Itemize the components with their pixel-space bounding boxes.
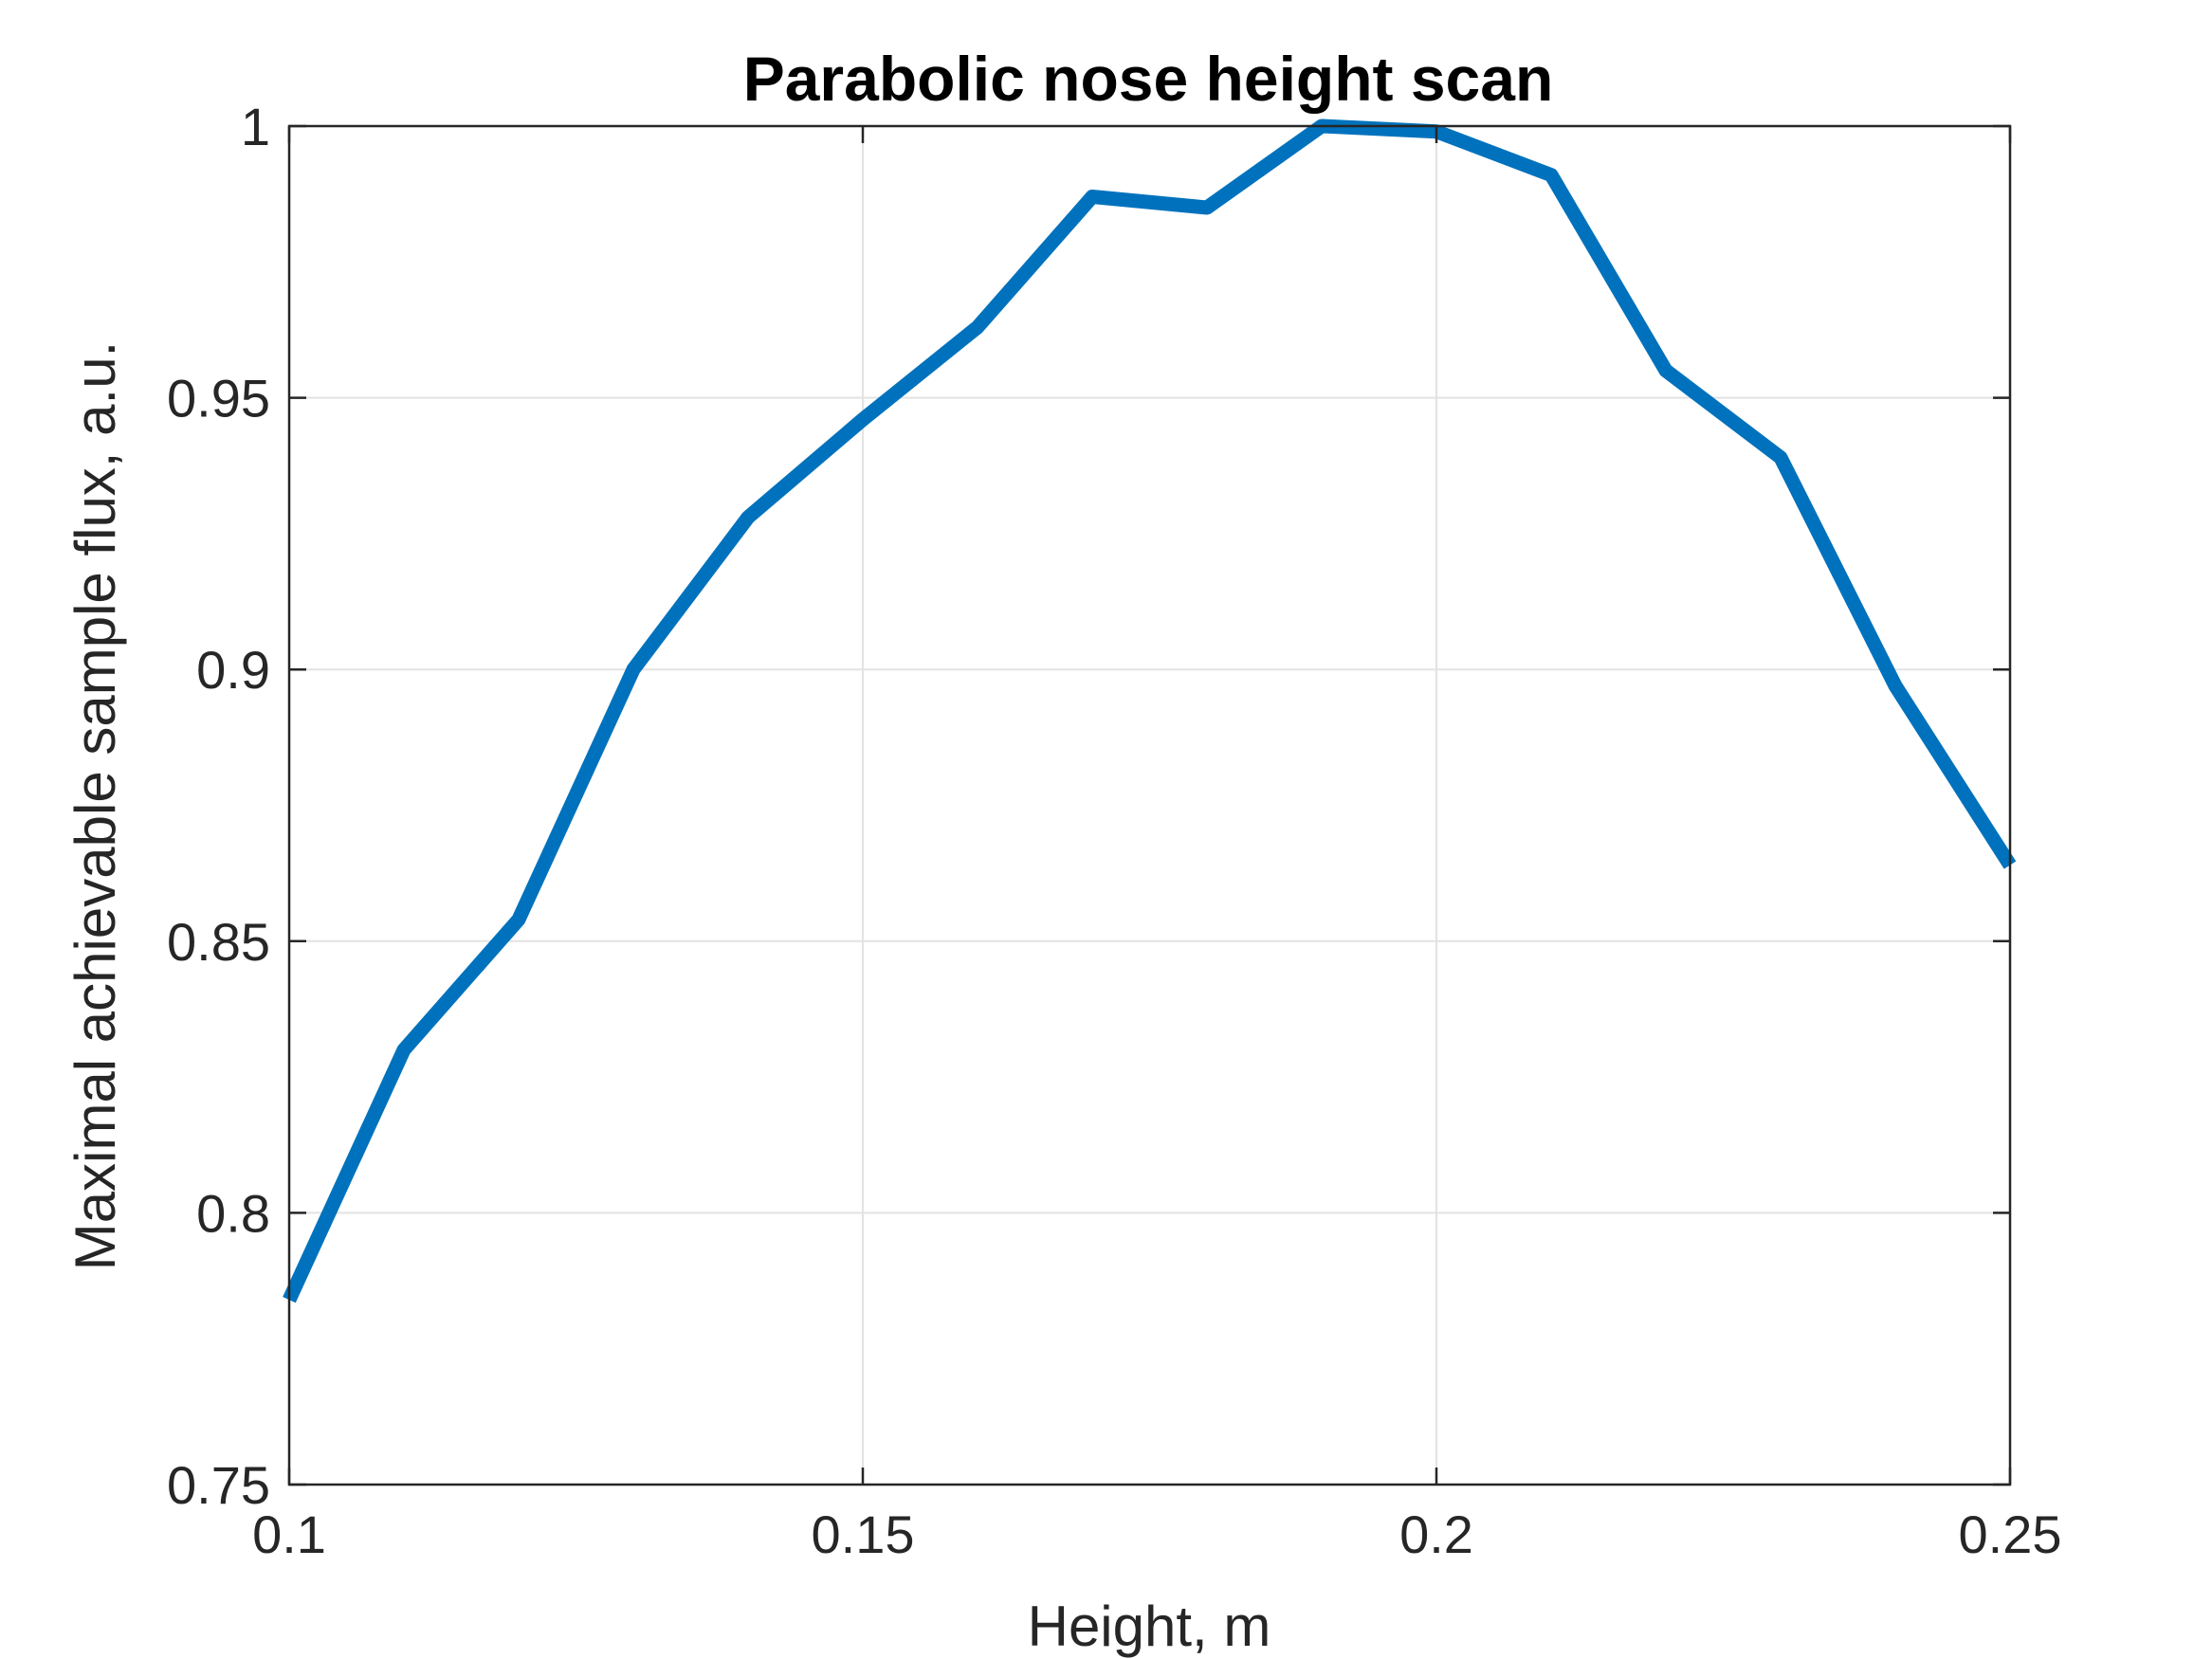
series-line [283, 118, 2017, 1304]
x-tick-label: 0.25 [1959, 1504, 2062, 1564]
y-tick-labels: 0.75 0.8 0.85 0.9 0.95 1 [167, 97, 270, 1515]
y-tick-label: 1 [241, 97, 270, 156]
axis-ticks [287, 124, 2012, 1486]
y-axis-label: Maximal achievable sample flux, a.u. [64, 341, 127, 1270]
x-tick-labels: 0.1 0.15 0.2 0.25 [252, 1504, 2061, 1564]
x-tick-label: 0.15 [812, 1504, 915, 1564]
y-tick-label: 0.75 [167, 1455, 270, 1515]
y-tick-label: 0.8 [196, 1183, 270, 1243]
grid-lines [289, 126, 2010, 1485]
y-tick-label: 0.9 [196, 640, 270, 700]
y-tick-label: 0.85 [167, 912, 270, 972]
chart-title: Parabolic nose height scan [743, 44, 1554, 114]
series-layer [283, 118, 2017, 1304]
x-tick-label: 0.1 [252, 1504, 326, 1564]
plot-area-frame [287, 124, 2012, 1486]
x-axis-label: Height, m [1028, 1595, 1271, 1658]
x-tick-label: 0.2 [1399, 1504, 1473, 1564]
y-tick-label: 0.95 [167, 369, 270, 428]
